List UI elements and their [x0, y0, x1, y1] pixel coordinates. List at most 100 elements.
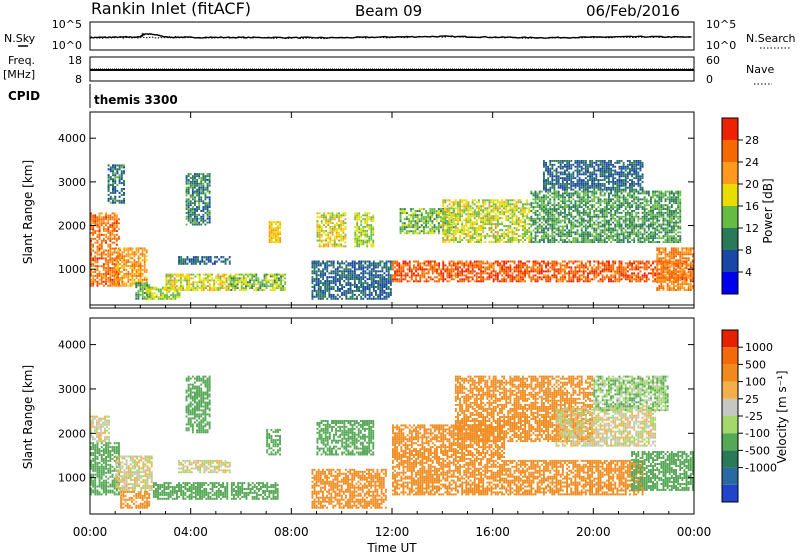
heatmap-cell — [475, 264, 478, 267]
heatmap-cell — [568, 196, 571, 199]
heatmap-cell — [111, 282, 114, 285]
heatmap-cell — [524, 268, 526, 271]
heatmap-cell — [450, 264, 453, 267]
heatmap-cell — [677, 276, 680, 279]
heatmap-cell — [482, 231, 485, 234]
heatmap-cell — [330, 262, 333, 265]
heatmap-cell — [358, 237, 361, 240]
heatmap-cell — [555, 210, 558, 212]
heatmap-cell — [448, 241, 451, 243]
heatmap-cell — [601, 276, 604, 279]
heatmap-cell — [109, 218, 112, 221]
heatmap-cell — [484, 266, 487, 269]
heatmap-cell — [333, 245, 336, 248]
heatmap-cell — [435, 212, 438, 215]
heatmap-cell — [381, 289, 384, 292]
heatmap-cell — [488, 221, 491, 224]
heatmap-cell — [362, 231, 365, 234]
heatmap-cell — [561, 208, 564, 210]
heatmap-cell — [570, 202, 573, 205]
heatmap-cell — [488, 217, 491, 220]
heatmap-cell — [364, 295, 367, 298]
heatmap-cell — [131, 284, 134, 287]
heatmap-cell — [194, 219, 196, 222]
heatmap-cell — [339, 295, 341, 298]
heatmap-cell — [370, 243, 373, 246]
heatmap-cell — [446, 209, 449, 212]
heatmap-cell — [372, 288, 375, 290]
heatmap-cell — [105, 267, 107, 270]
heatmap-cell — [318, 231, 321, 234]
heatmap-cell — [336, 262, 339, 265]
heatmap-cell — [153, 288, 156, 291]
heatmap-cell — [267, 279, 270, 282]
heatmap-cell — [135, 286, 138, 289]
heatmap-cell — [389, 264, 392, 267]
heatmap-cell — [454, 233, 457, 236]
heatmap-cell — [137, 257, 140, 260]
heatmap-cell — [107, 180, 110, 183]
heatmap-cell — [461, 272, 464, 275]
heatmap-cell — [375, 282, 377, 285]
heatmap-cell — [442, 215, 445, 218]
heatmap-cell — [323, 212, 325, 215]
heatmap-cell — [399, 232, 402, 235]
heatmap-cell — [620, 274, 623, 277]
heatmap-cell — [547, 262, 550, 265]
heatmap-cell — [364, 239, 367, 242]
heatmap-cell — [536, 196, 539, 199]
heatmap-cell — [618, 280, 621, 283]
heatmap-cell — [222, 260, 225, 263]
heatmap-cell — [389, 293, 392, 296]
heatmap-cell — [557, 272, 560, 275]
heatmap-cell — [115, 230, 118, 232]
heatmap-cell — [492, 209, 495, 212]
heatmap-cell — [207, 256, 210, 259]
heatmap-cell — [503, 264, 506, 267]
heatmap-cell — [358, 235, 361, 238]
heatmap-cell — [118, 164, 121, 167]
heatmap-cell — [279, 237, 282, 239]
heatmap-cell — [169, 283, 172, 286]
heatmap-cell — [620, 260, 623, 263]
heatmap-cell — [102, 265, 105, 268]
heatmap-cell — [151, 294, 154, 296]
heatmap-cell — [342, 224, 345, 226]
heatmap-cell — [200, 285, 203, 288]
heatmap-cell — [494, 215, 497, 218]
heatmap-cell — [341, 293, 343, 296]
heatmap-cell — [249, 283, 251, 286]
heatmap-cell — [608, 266, 610, 269]
heatmap-cell — [549, 239, 552, 241]
heatmap-cell — [335, 216, 338, 219]
heatmap-cell — [501, 270, 503, 273]
heatmap-cell — [118, 174, 121, 177]
heatmap-cell — [317, 280, 320, 283]
heatmap-cell — [413, 264, 415, 267]
heatmap-cell — [398, 264, 401, 267]
heatmap-cell — [114, 195, 117, 198]
heatmap-cell — [547, 276, 550, 279]
heatmap-cell — [98, 233, 101, 236]
heatmap-cell — [471, 264, 474, 267]
heatmap-cell — [198, 200, 201, 203]
heatmap-cell — [118, 176, 121, 179]
heatmap-cell — [148, 284, 151, 287]
heatmap-cell — [102, 273, 105, 275]
heatmap-cell — [117, 249, 119, 252]
heatmap-cell — [421, 272, 424, 275]
heatmap-cell — [339, 288, 341, 290]
heatmap-cell — [396, 278, 399, 281]
heatmap-cell — [538, 219, 541, 222]
heatmap-cell — [379, 280, 382, 283]
heatmap-cell — [524, 215, 526, 218]
heatmap-cell — [568, 276, 571, 279]
heatmap-cell — [336, 293, 339, 296]
heatmap-cell — [538, 241, 541, 243]
heatmap-cell — [123, 201, 125, 204]
heatmap-cell — [279, 231, 282, 234]
heatmap-cell — [202, 182, 205, 185]
heatmap-cell — [423, 276, 426, 279]
heatmap-cell — [120, 164, 123, 167]
heatmap-cell — [98, 230, 101, 232]
